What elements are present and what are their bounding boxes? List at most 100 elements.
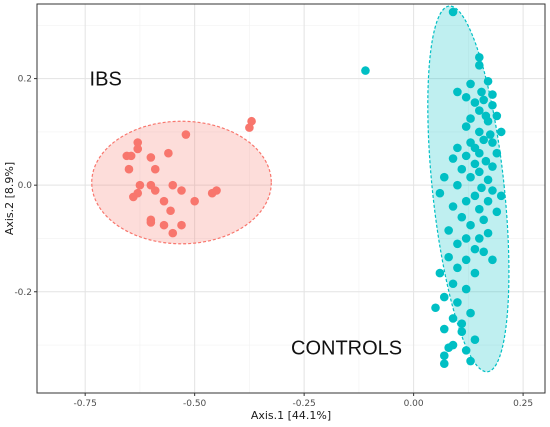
x-tick-label: -0.50 (183, 399, 207, 409)
y-tick-label: 0.0 (18, 181, 33, 191)
data-point (496, 191, 506, 201)
data-point (129, 192, 138, 202)
data-point (453, 180, 462, 190)
data-point (461, 151, 471, 161)
data-point (435, 188, 445, 198)
data-point (466, 114, 475, 123)
data-point (245, 123, 254, 132)
data-point (470, 268, 480, 278)
data-point (448, 279, 458, 289)
data-point (475, 60, 484, 70)
data-point (470, 159, 480, 169)
data-point (439, 351, 449, 360)
data-point (150, 164, 160, 174)
data-point (461, 284, 471, 294)
data-point (159, 196, 169, 206)
x-tick-label: -0.25 (292, 399, 315, 409)
data-point (444, 252, 453, 262)
data-point (177, 220, 186, 230)
data-point (453, 298, 462, 307)
data-point (475, 234, 484, 243)
data-point (461, 92, 471, 102)
data-point (461, 255, 471, 265)
x-tick-label: -0.75 (74, 399, 97, 409)
data-point (453, 143, 462, 153)
data-point (483, 196, 493, 206)
data-point (461, 234, 471, 243)
data-point (483, 116, 493, 126)
data-point (133, 144, 143, 154)
data-point (466, 172, 475, 182)
data-point (481, 156, 491, 166)
data-point (485, 130, 495, 139)
data-point (439, 172, 449, 182)
data-point (466, 308, 475, 318)
data-point (126, 151, 136, 161)
data-point (457, 327, 467, 337)
data-point (431, 303, 440, 313)
data-point (457, 212, 467, 222)
data-point (439, 359, 449, 368)
data-point (475, 204, 484, 214)
data-point (168, 228, 178, 238)
data-point (479, 247, 488, 257)
data-point (435, 268, 445, 278)
y-tick-label: -0.2 (14, 288, 32, 298)
data-point (475, 127, 484, 137)
data-point (475, 148, 484, 158)
group-labels: IBS CONTROLS (90, 69, 403, 360)
data-point (453, 263, 462, 273)
data-point (470, 335, 480, 345)
data-point (488, 100, 497, 110)
data-point (477, 183, 486, 193)
x-tick-label: 0.25 (513, 399, 533, 409)
data-point (135, 180, 145, 190)
data-point (479, 135, 488, 145)
data-point (488, 186, 497, 195)
data-point (439, 324, 449, 334)
data-point (164, 148, 173, 158)
data-point (475, 52, 484, 62)
confidence-ellipse (427, 5, 510, 373)
data-point (466, 356, 475, 366)
data-point (439, 292, 449, 302)
data-point (361, 66, 370, 75)
data-point (488, 90, 497, 99)
data-point (457, 319, 467, 329)
data-point (444, 343, 453, 353)
plot-border (36, 3, 546, 394)
data-point (448, 154, 458, 163)
x-tick-label: 0.00 (404, 399, 424, 409)
data-point (448, 314, 458, 323)
data-point (492, 207, 502, 217)
data-point (190, 196, 199, 206)
data-points (122, 7, 506, 368)
x-axis-title: Axis.1 [44.1%] (251, 409, 331, 422)
data-point (448, 7, 458, 17)
data-point (146, 218, 156, 227)
data-point (453, 239, 462, 249)
data-point (488, 162, 497, 171)
data-point (168, 180, 178, 190)
data-point (166, 206, 175, 216)
data-point (470, 244, 480, 254)
group-label: CONTROLS (291, 338, 402, 360)
data-point (483, 175, 493, 185)
data-point (470, 98, 480, 107)
data-point (470, 191, 480, 201)
data-point (150, 186, 160, 195)
data-point (444, 226, 453, 235)
data-point (457, 164, 467, 174)
data-point (488, 255, 497, 265)
data-point (477, 87, 486, 97)
data-point (461, 122, 471, 131)
data-point (492, 111, 502, 121)
axis-ticks: -0.75 -0.50 -0.25 0.00 0.25 0.2 0.0 -0.2 (14, 75, 533, 409)
data-point (466, 220, 475, 230)
data-point (146, 153, 156, 162)
y-tick-label: 0.2 (18, 75, 32, 85)
data-point (475, 167, 484, 177)
data-point (461, 196, 471, 206)
data-point (492, 148, 502, 158)
data-point (207, 188, 217, 198)
